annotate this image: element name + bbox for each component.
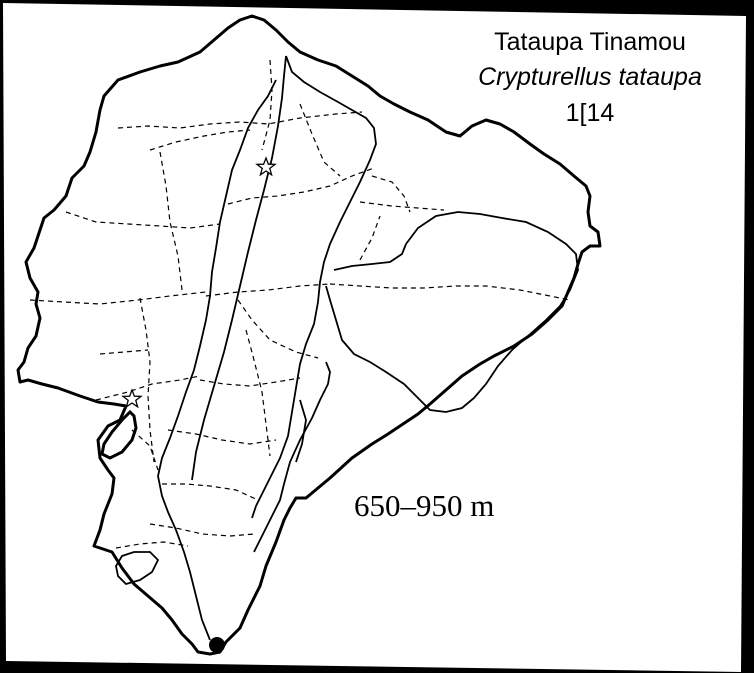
species-common-name: Tataupa Tinamou xyxy=(494,28,686,56)
species-scientific-name: Crypturellus tataupa xyxy=(478,63,702,91)
map-code: 1[14 xyxy=(565,99,615,127)
eastern-region-top xyxy=(333,243,407,271)
star-marker-coast xyxy=(121,388,143,409)
country-outline xyxy=(16,14,602,656)
southern-lake xyxy=(115,551,160,586)
eastern-region-outline xyxy=(325,211,579,413)
eastern-slope-lower xyxy=(253,361,331,553)
andes-east-slope xyxy=(251,55,377,519)
elevation-range: 650–950 m xyxy=(354,488,495,523)
province-boundaries xyxy=(29,59,571,549)
eastern-slope-notch xyxy=(295,399,307,463)
puna-island xyxy=(100,409,138,460)
dot-marker-south xyxy=(209,637,225,653)
andes-valley-line xyxy=(191,55,287,481)
star-marker-north xyxy=(255,156,277,177)
paper-sheet xyxy=(3,3,746,672)
